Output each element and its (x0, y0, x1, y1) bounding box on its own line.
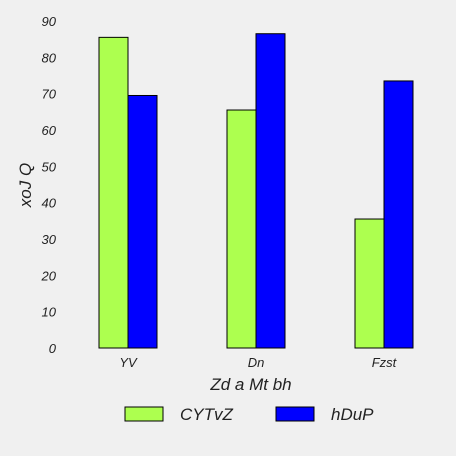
bar-hDuP-Dn (255, 33, 286, 349)
x-tick-labels: YV Dn Fzst (119, 355, 397, 370)
legend-label: CYTvZ (180, 405, 234, 424)
bar-CYTvZ-YV (98, 36, 129, 349)
bar-hDuP-YV (127, 94, 158, 349)
y-tick-label: 40 (42, 196, 57, 211)
x-tick-label: YV (119, 355, 138, 370)
y-tick-label: 90 (42, 14, 57, 29)
x-tick-label: Dn (248, 355, 265, 370)
y-tick-label: 10 (42, 305, 57, 320)
y-tick-label: 80 (42, 50, 57, 65)
y-tick-label: 50 (42, 159, 57, 174)
bar-hDuP-Fzst (383, 80, 414, 349)
y-tick-labels: 0 10 20 30 40 50 60 70 80 90 (41, 14, 57, 356)
bar-CYTvZ-Dn (226, 109, 257, 349)
legend-label: hDuP (331, 405, 374, 424)
y-tick-label: 20 (41, 268, 57, 283)
x-tick-label: Fzst (372, 355, 398, 370)
legend: CYTvZ hDuP (124, 405, 374, 424)
legend-swatch (124, 406, 164, 422)
x-axis-label: Zd a Mt bh (209, 375, 291, 394)
legend-swatch (275, 406, 315, 422)
bar-CYTvZ-Fzst (354, 218, 385, 349)
y-tick-label: 70 (42, 87, 57, 102)
y-tick-label: 0 (49, 341, 57, 356)
y-tick-label: 60 (42, 123, 57, 138)
bars (98, 33, 414, 349)
y-tick-label: 30 (42, 232, 57, 247)
y-axis-label: xoJ Q (16, 163, 35, 208)
